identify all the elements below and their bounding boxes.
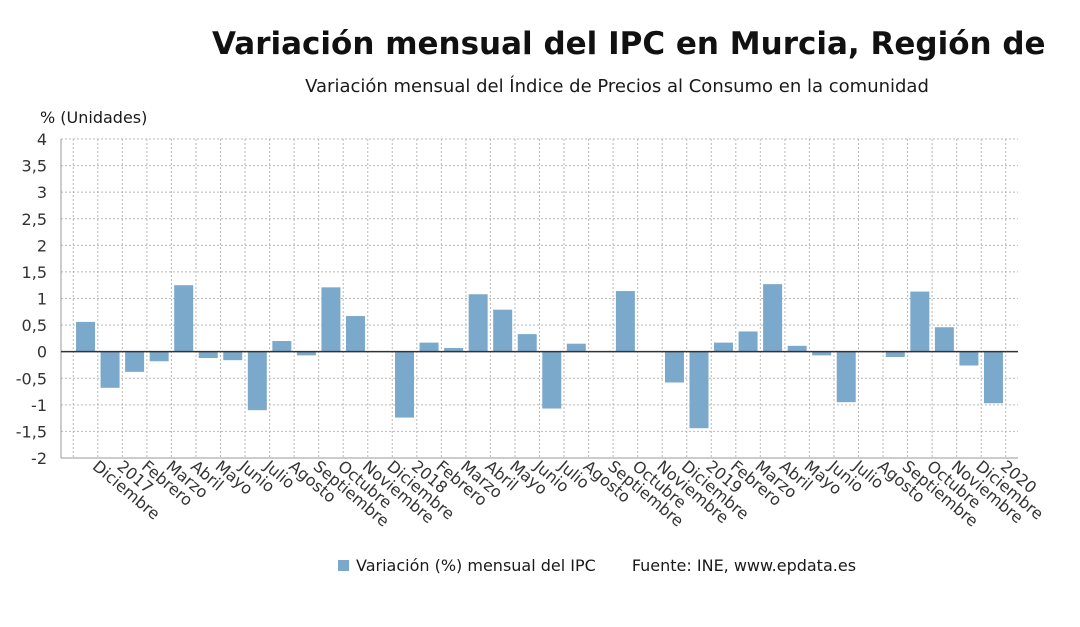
y-tick-label: -2 (31, 449, 47, 468)
bar (689, 351, 709, 429)
bar (100, 351, 120, 388)
bar (76, 321, 96, 352)
bar (345, 316, 365, 352)
y-tick-label: 3,5 (22, 157, 47, 176)
y-tick-label: 3 (37, 183, 47, 202)
bar (664, 351, 684, 383)
legend-series-label: Variación (%) mensual del IPC (356, 556, 596, 575)
bar (419, 342, 439, 352)
bar (198, 351, 218, 359)
legend-swatch (338, 560, 349, 571)
bar (272, 341, 292, 352)
legend: Variación (%) mensual del IPC Fuente: IN… (338, 556, 856, 575)
bar (395, 351, 415, 418)
bar (247, 351, 267, 411)
bar (542, 351, 562, 409)
chart-subtitle: Variación mensual del Índice de Precios … (305, 76, 929, 97)
bar-chart: -2-1,5-1-0,500,511,522,533,54Diciembre20… (16, 130, 1047, 531)
y-tick-label: -1,5 (16, 422, 47, 441)
bar (714, 342, 734, 352)
bar (885, 351, 905, 357)
y-tick-label: 4 (37, 130, 47, 149)
bar (615, 291, 635, 352)
y-tick-label: 1 (37, 290, 47, 309)
bar (444, 347, 464, 352)
bar (738, 331, 758, 352)
y-tick-label: 0 (37, 343, 47, 362)
bar (493, 309, 513, 352)
y-tick-label: -1 (31, 396, 47, 415)
bar (934, 327, 954, 352)
bar (812, 351, 832, 356)
bar (223, 351, 243, 361)
bar (836, 351, 856, 403)
bar (125, 351, 145, 372)
bar (296, 351, 316, 356)
bar (468, 294, 488, 352)
bar (983, 351, 1003, 404)
bar (763, 284, 783, 352)
bar (174, 285, 194, 352)
bar (321, 287, 341, 352)
y-tick-label: 1,5 (22, 263, 47, 282)
bar (910, 291, 930, 352)
bar (959, 351, 979, 366)
chart-title: Variación mensual del IPC en Murcia, Reg… (212, 26, 1046, 62)
source-note: Fuente: INE, www.epdata.es (631, 556, 857, 575)
bar (517, 334, 537, 352)
bar (787, 345, 807, 352)
y-tick-label: 2,5 (22, 210, 47, 229)
bar (149, 351, 169, 362)
y-tick-label: 2 (37, 236, 47, 255)
bar (566, 343, 586, 352)
y-tick-label: -0,5 (16, 369, 47, 388)
y-tick-label: 0,5 (22, 316, 47, 335)
y-axis-unit-label: % (Unidades) (40, 108, 148, 127)
